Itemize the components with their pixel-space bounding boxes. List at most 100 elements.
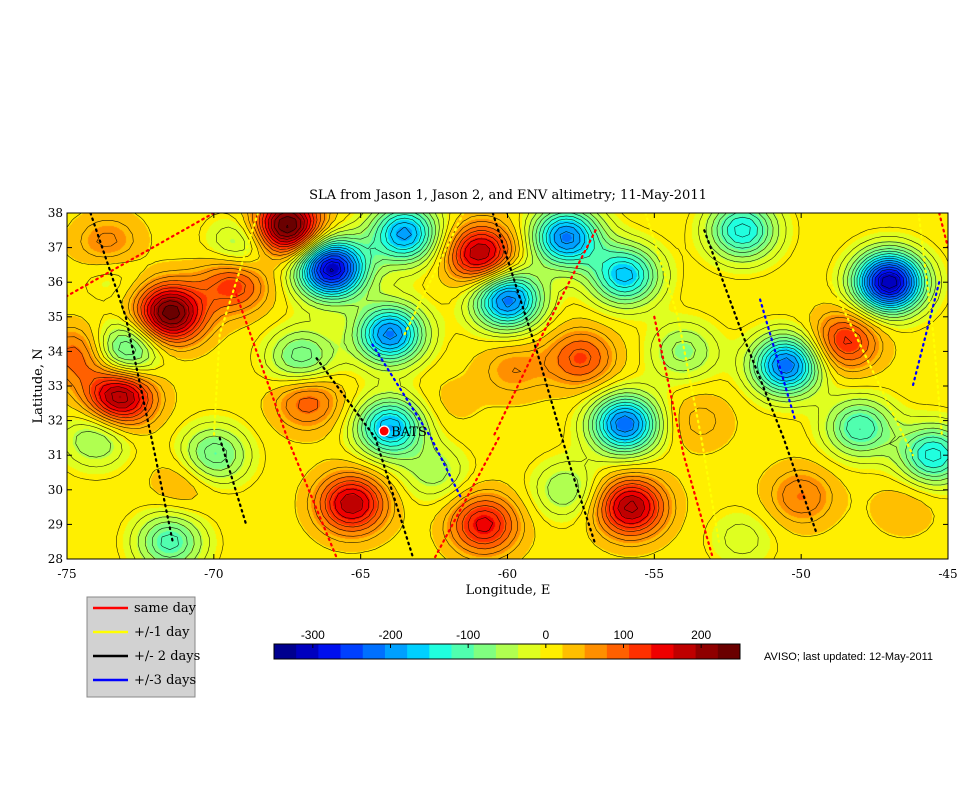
track-two-days <box>218 436 248 526</box>
track-one-day <box>644 213 720 543</box>
x-tick-label: -65 <box>351 567 370 581</box>
y-tick-label: 30 <box>48 483 63 497</box>
contour-line <box>111 213 639 513</box>
track-same-day <box>433 436 500 559</box>
contour-line <box>304 217 942 462</box>
contour-line <box>118 213 948 558</box>
contour-line <box>112 213 948 559</box>
track-same-day <box>653 315 715 559</box>
track-three-days <box>759 298 797 422</box>
track-one-day <box>212 213 259 439</box>
track-three-days <box>911 281 941 388</box>
sla-contours <box>67 213 948 559</box>
contour-line <box>67 213 948 559</box>
y-tick-label: 34 <box>48 344 64 358</box>
colorbar-frame <box>273 643 741 660</box>
colorbar-cell <box>473 644 497 659</box>
colorbar-tick-label: 200 <box>691 628 711 642</box>
colorbar-cell <box>629 644 652 659</box>
colorbar-cell <box>340 644 364 659</box>
y-tick-label: 31 <box>48 448 63 462</box>
colorbar-cell <box>562 644 586 659</box>
y-tick-label: 33 <box>48 379 63 393</box>
colorbar-cell <box>651 644 674 659</box>
track-two-days <box>315 357 415 559</box>
bats-label: BATS <box>391 425 427 440</box>
chart-title: SLA from Jason 1, Jason 2, and ENV altim… <box>309 188 707 203</box>
legend-label: +/-1 day <box>134 625 190 640</box>
contour-line <box>306 222 917 441</box>
track-three-days <box>371 343 462 498</box>
sla-heatmap <box>67 213 948 559</box>
x-tick-label: -75 <box>57 567 76 581</box>
contour-line <box>319 258 905 296</box>
colorbar-tick-label: -300 <box>301 628 325 642</box>
y-axis: 28 29 30 31 32 33 34 35 36 37 38 <box>48 206 948 566</box>
colorbar-cell <box>540 644 563 659</box>
colorbar-cell <box>606 644 630 659</box>
altimeter-tracks <box>67 213 948 559</box>
y-tick-label: 32 <box>48 414 63 428</box>
track-one-day <box>403 213 465 336</box>
colorbar-tick-label: -100 <box>456 628 480 642</box>
x-axis: -75 -70 -65 -60 -55 -50 -45 <box>57 213 958 581</box>
contour-line <box>322 261 901 293</box>
colorbar-tick-label: 0 <box>542 628 549 642</box>
x-tick-label: -55 <box>645 567 664 581</box>
colorbar-cell <box>495 644 519 659</box>
contour-line <box>99 213 651 533</box>
colorbar-cell <box>518 644 541 659</box>
contour-line <box>329 268 898 289</box>
colorbar-tick-label: 100 <box>613 628 633 642</box>
x-tick-label: -60 <box>498 567 517 581</box>
contour-line <box>162 216 297 320</box>
colorbar-cell <box>429 644 452 659</box>
bats-marker <box>378 425 390 437</box>
colorbar-cell <box>673 644 697 659</box>
contour-line <box>316 255 907 298</box>
y-tick-label: 28 <box>48 552 63 566</box>
contour-line <box>94 213 853 539</box>
contour-line <box>104 213 646 520</box>
track-same-day <box>938 213 948 249</box>
track-legend: same day +/-1 day +/- 2 days +/-3 days <box>86 596 200 698</box>
contour-line <box>67 213 884 559</box>
contour-line <box>157 213 301 325</box>
y-tick-label: 36 <box>48 275 63 289</box>
contour-line <box>67 213 876 555</box>
y-axis-label: Latitude, N <box>31 348 46 423</box>
contour-line <box>67 213 869 550</box>
y-tick-label: 38 <box>48 206 63 220</box>
colorbar-cell <box>407 644 430 659</box>
track-two-days <box>491 213 597 547</box>
y-tick-label: 37 <box>48 241 63 255</box>
contour-line <box>286 224 289 229</box>
legend-label: +/- 2 days <box>134 649 200 664</box>
bats-station: BATS <box>378 425 427 440</box>
legend-label: same day <box>134 601 197 616</box>
x-tick-label: -45 <box>938 567 957 581</box>
colorbar-cell <box>717 644 741 659</box>
contour-line <box>311 231 912 433</box>
colorbar-tick-label: -200 <box>378 628 402 642</box>
colorbar-cell <box>695 644 719 659</box>
x-tick-label: -70 <box>204 567 223 581</box>
contour-line <box>67 213 935 559</box>
contour-line <box>308 225 915 437</box>
track-two-days <box>703 229 817 533</box>
legend-label: +/-3 days <box>134 673 196 688</box>
x-tick-label: -50 <box>792 567 811 581</box>
colorbar-cell <box>384 644 408 659</box>
colorbar-cell <box>318 644 341 659</box>
track-same-day <box>491 229 597 439</box>
x-axis-label: Longitude, E <box>466 583 551 598</box>
track-one-day <box>917 213 944 439</box>
contour-line <box>89 213 863 545</box>
colorbar-cell <box>274 644 297 659</box>
track-same-day <box>67 213 215 298</box>
credit-text: AVISO; last updated: 12-May-2011 <box>764 651 933 663</box>
contour-line <box>313 253 910 300</box>
colorbar: -300 -200 -100 0 100 200 <box>273 628 741 660</box>
y-tick-label: 35 <box>48 310 63 324</box>
colorbar-cell <box>362 644 386 659</box>
